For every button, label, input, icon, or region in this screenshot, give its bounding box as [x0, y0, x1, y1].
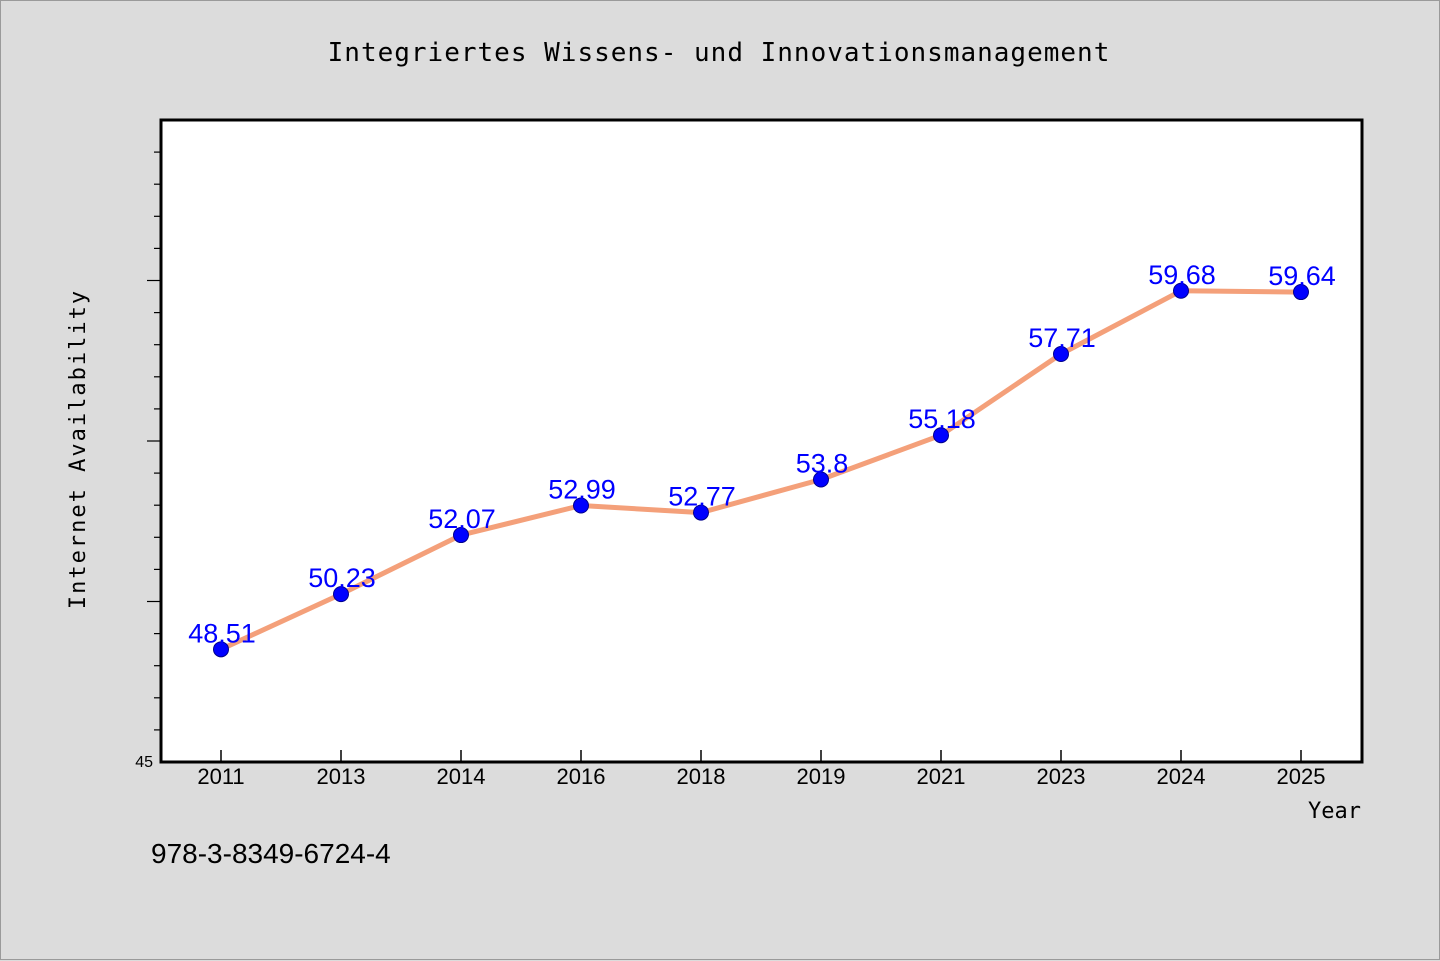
- x-tick-label: 2016: [557, 764, 606, 789]
- y-axis-label: Internet Availability: [66, 289, 91, 609]
- data-point: [213, 641, 229, 658]
- x-axis-ticks: [220, 750, 1302, 762]
- x-tick-label: 2025: [1277, 764, 1326, 789]
- data-point: [573, 497, 589, 514]
- data-label: 50.23: [308, 563, 376, 593]
- y-tick-label: 45: [135, 754, 153, 771]
- data-point: [933, 427, 949, 444]
- data-label: 52.07: [428, 504, 496, 534]
- plot-area: [159, 118, 1364, 764]
- data-label: 48.51: [188, 618, 256, 648]
- x-tick-label: 2018: [677, 764, 726, 789]
- data-label: 59.64: [1268, 261, 1336, 291]
- data-point: [693, 504, 709, 521]
- data-label: 57.71: [1028, 323, 1096, 353]
- data-label: 52.99: [548, 475, 616, 505]
- x-tick-label: 2019: [797, 764, 846, 789]
- x-tick-label: 2021: [917, 764, 966, 789]
- x-tick-label: 2011: [197, 764, 244, 789]
- data-point: [813, 471, 829, 488]
- chart-title: Integriertes Wissens- und Innovationsman…: [328, 38, 1111, 68]
- data-label: 55.18: [908, 404, 976, 434]
- data-label: 53.8: [796, 449, 849, 479]
- data-labels: 48.51 50.23 52.07 52.99 52.77 53.8 55.18 57.71 5…: [188, 260, 1336, 649]
- data-point: [1053, 346, 1069, 363]
- data-point: [1173, 282, 1189, 299]
- data-label: 52.77: [668, 482, 736, 512]
- y-axis-ticks: [147, 151, 161, 731]
- data-point: [453, 527, 469, 544]
- x-tick-label: 2013: [317, 764, 366, 789]
- data-point: [1293, 284, 1309, 301]
- x-tick-label: 2024: [1157, 764, 1206, 789]
- x-tick-labels: 2011 2013 2014 2016 2018 2019 2021 2023 2024 2025: [197, 764, 1325, 789]
- footer-note: 978-3-8349-6724-4: [151, 838, 391, 869]
- data-label: 59.68: [1148, 260, 1216, 290]
- x-axis-label: Year: [1308, 799, 1361, 824]
- x-tick-label: 2023: [1037, 764, 1086, 789]
- data-point: [333, 586, 349, 603]
- x-tick-label: 2014: [437, 764, 486, 789]
- series-line: [218, 288, 1304, 652]
- series-group: [213, 282, 1309, 658]
